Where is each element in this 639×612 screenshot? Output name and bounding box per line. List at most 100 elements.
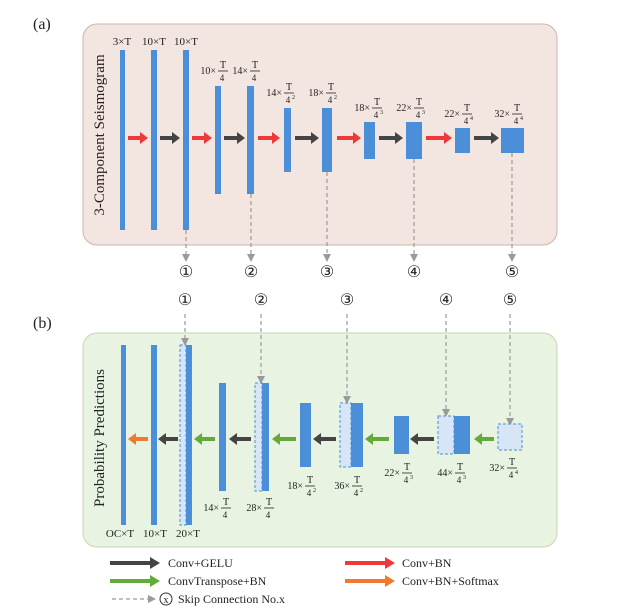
dec-bottom-label-3: 20×T [176, 528, 200, 540]
dec-block-out [121, 345, 126, 525]
dec-frac-sup-6: 4 [515, 470, 518, 476]
enc-frac-prefix-3: 18× [308, 88, 324, 99]
dec-frac-num-1: T [266, 497, 272, 508]
enc-size-label-1: 10× T 4 [200, 60, 228, 83]
enc-label-1: 3×T [113, 36, 132, 48]
arrow-conv-gelu-5 [474, 132, 499, 144]
enc-frac-num-5: T [416, 97, 422, 108]
enc-frac-sup-5: 3 [422, 110, 425, 116]
enc-block-10 [455, 128, 470, 153]
dec-frac-prefix-0: 14× [203, 503, 219, 514]
enc-frac-prefix-4: 18× [354, 103, 370, 114]
dec-frac-num-3: T [354, 475, 360, 486]
enc-size-label-2: 14× T 4 [232, 60, 260, 83]
dec-frac-sup-3: 2 [360, 488, 363, 494]
dec-frac-den-4: 4 [404, 475, 409, 485]
dec-skip-block-1 [179, 344, 187, 526]
skip-id-a-3: ③ [320, 264, 334, 281]
arrow-dec-gelu-2 [229, 433, 251, 445]
skip-id-b-4: ④ [439, 292, 453, 309]
dec-skip-block-2 [254, 382, 263, 492]
dec-frac-den-6: 4 [509, 470, 514, 480]
enc-block-4 [215, 86, 221, 194]
enc-size-label-4: 18× T 4 2 [308, 82, 337, 105]
dec-skip-block-3 [339, 402, 352, 468]
dec-frac-prefix-1: 28× [246, 503, 262, 514]
enc-size-label-5: 18× T 4 3 [354, 97, 383, 120]
legend-skip-symbol: x [164, 595, 169, 606]
encoder-mid-labels: 10×T4 14×T4 14×T4 2 18×T4 2 18×T4 3 22×T4 3 … [200, 60, 523, 126]
legend-softmax-arrow [345, 575, 395, 587]
enc-frac-den-0: 4 [220, 73, 225, 83]
encoder-blocks [120, 50, 524, 230]
enc-size-label-6: 22× T 4 3 [396, 97, 425, 120]
dec-skip-block-4 [437, 415, 455, 455]
dec-block-20T [186, 345, 192, 525]
enc-frac-sup-4: 3 [380, 110, 383, 116]
enc-label-2: 10×T [142, 36, 166, 48]
decoder-blocks [121, 344, 523, 526]
legend-softmax-label: Conv+BN+Softmax [402, 574, 499, 588]
dec-block-22 [394, 416, 409, 454]
arrow-conv-gelu-2 [224, 132, 245, 144]
dec-frac-den-5: 4 [457, 475, 462, 485]
enc-frac-prefix-0: 10× [200, 66, 216, 77]
decoder-arrows [128, 433, 494, 445]
legend-gelu-label: Conv+GELU [168, 556, 233, 570]
legend-skip-circle [159, 592, 173, 606]
enc-frac-num-6: T [464, 103, 470, 114]
enc-block-1 [120, 50, 125, 230]
dec-frac-den-1: 4 [266, 510, 271, 520]
arrow-conv-bn-1 [128, 132, 148, 144]
arrow-conv-gelu-1 [160, 132, 180, 144]
dec-size-label-4: 36× T 4 2 [334, 475, 363, 498]
arrow-conv-bn-4 [337, 132, 361, 144]
enc-block-7 [322, 108, 332, 172]
dec-frac-num-5: T [457, 462, 463, 473]
skip-id-a-4: ④ [407, 264, 421, 281]
decoder-skip-lines [181, 314, 514, 426]
skip-id-a-1: ① [179, 264, 193, 281]
enc-frac-sup-2: 2 [292, 95, 295, 101]
dec-frac-num-4: T [404, 462, 410, 473]
dec-block-28 [262, 383, 269, 491]
enc-frac-num-4: T [374, 97, 380, 108]
encoder-skip-ids: ① ② ③ ④ ⑤ [179, 264, 519, 281]
arrow-dec-gelu-3 [313, 433, 336, 445]
dec-skip-block-5 [497, 423, 523, 451]
enc-frac-num-1: T [252, 60, 258, 71]
dec-frac-den-2: 4 [307, 488, 312, 498]
skip-id-b-1: ① [178, 292, 192, 309]
enc-block-9 [406, 122, 422, 159]
enc-block-6 [284, 108, 291, 172]
dec-frac-prefix-2: 18× [287, 481, 303, 492]
dec-frac-sup-2: 2 [313, 488, 316, 494]
legend-transpose-label: ConvTranspose+BN [168, 574, 267, 588]
arrow-softmax [128, 433, 148, 445]
dec-frac-prefix-5: 44× [437, 468, 453, 479]
dec-frac-num-2: T [307, 475, 313, 486]
skip-id-b-5: ⑤ [503, 292, 517, 309]
arrow-dec-transpose-4 [474, 433, 494, 445]
dec-frac-prefix-4: 22× [384, 468, 400, 479]
enc-size-label-8: 32×T4 4 [494, 103, 523, 126]
enc-block-11 [501, 128, 524, 153]
legend-transpose-arrow [110, 575, 160, 587]
dec-size-label-2: 28× T 4 [246, 497, 274, 520]
enc-frac-prefix-1: 14× [232, 66, 248, 77]
arrow-conv-gelu-3 [295, 132, 319, 144]
skip-id-a-5: ⑤ [505, 264, 519, 281]
enc-frac-num-7: T [514, 103, 520, 114]
legend: Conv+GELU Conv+BN ConvTranspose+BN Conv+… [110, 556, 499, 606]
enc-block-5 [247, 86, 254, 194]
legend-bn-label: Conv+BN [402, 556, 452, 570]
dec-size-label-5: 22× T 4 3 [384, 462, 413, 485]
dec-frac-den-0: 4 [223, 510, 228, 520]
arrow-dec-gelu-1 [158, 433, 178, 445]
enc-frac-den-6: 4 [464, 116, 469, 126]
dec-bottom-label-2: 10×T [143, 528, 167, 540]
dec-frac-sup-5: 3 [463, 475, 466, 481]
enc-frac-sup-7: 4 [520, 116, 523, 122]
enc-frac-den-5: 4 [416, 110, 421, 120]
